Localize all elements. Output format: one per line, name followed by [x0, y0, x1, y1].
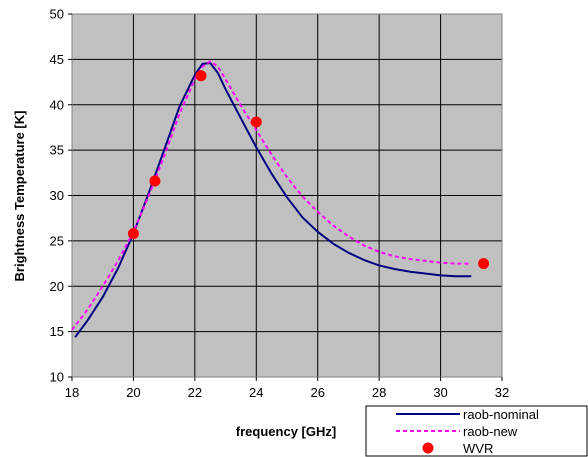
data-point-wvr [250, 116, 262, 128]
legend: raob-nominal raob-new WVR [365, 405, 588, 457]
y-axis-title: Brightness Temperature [K] [12, 111, 27, 282]
x-tick-label: 26 [310, 385, 324, 400]
x-axis-ticks: 18 20 22 24 26 28 30 32 [65, 377, 509, 400]
legend-label-wvr: WVR [463, 441, 493, 456]
series-wvr [127, 70, 490, 270]
x-tick-label: 18 [65, 385, 79, 400]
x-tick-label: 32 [495, 385, 509, 400]
x-tick-label: 28 [372, 385, 386, 400]
legend-label-raob-nominal: raob-nominal [463, 407, 539, 422]
data-point-wvr [149, 175, 161, 187]
x-tick-label: 20 [126, 385, 140, 400]
x-tick-label: 22 [188, 385, 202, 400]
y-tick-label: 10 [50, 370, 64, 385]
y-tick-label: 35 [50, 143, 64, 158]
y-tick-label: 15 [50, 324, 64, 339]
data-point-wvr [478, 258, 490, 270]
series-line-raob-new [71, 60, 472, 331]
legend-label-raob-new: raob-new [463, 424, 518, 439]
y-tick-label: 45 [50, 52, 64, 67]
y-tick-label: 50 [50, 7, 64, 22]
y-tick-label: 25 [50, 233, 64, 248]
x-axis-title: frequency [GHz] [236, 424, 336, 439]
data-point-wvr [127, 228, 139, 240]
y-axis-ticks: 10 15 20 25 30 35 40 45 50 [50, 7, 72, 385]
y-tick-label: 20 [50, 279, 64, 294]
y-tick-label: 40 [50, 97, 64, 112]
y-tick-label: 30 [50, 188, 64, 203]
x-tick-label: 24 [249, 385, 263, 400]
data-point-wvr [195, 70, 207, 82]
series-layer [71, 60, 490, 338]
x-tick-label: 30 [433, 385, 447, 400]
legend-swatch-wvr [422, 442, 434, 454]
